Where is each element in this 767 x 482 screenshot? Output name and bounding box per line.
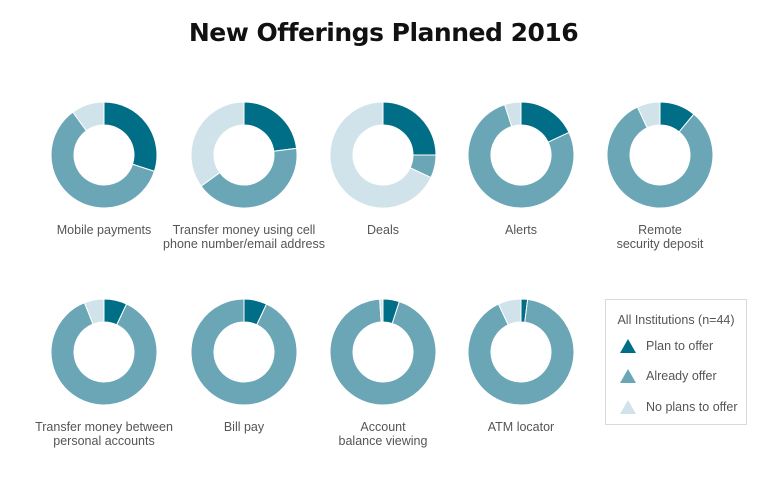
- legend: All Institutions (n=44) Plan to offer Al…: [605, 299, 747, 425]
- slice-no-plans: [72, 101, 105, 132]
- donut-label: Transfer money using cell: [173, 223, 316, 237]
- slice-already-offer: [190, 298, 298, 406]
- slice-no-plans: [329, 101, 432, 209]
- slice-no-plans: [503, 101, 522, 128]
- slice-no-plans: [190, 101, 245, 187]
- donut-label: balance viewing: [339, 434, 428, 448]
- donut-alerts: Alerts: [467, 101, 575, 237]
- chart-title: New Offerings Planned 2016: [188, 18, 579, 47]
- legend-label: Plan to offer: [646, 339, 714, 353]
- donut-label: Mobile payments: [57, 223, 152, 237]
- donut-label: Account: [360, 420, 406, 434]
- donut-label: Bill pay: [224, 420, 265, 434]
- triangle-icon: [620, 339, 636, 353]
- slice-plan-to-offer: [243, 101, 298, 152]
- slice-already-offer: [200, 147, 298, 209]
- slice-already-offer: [50, 111, 156, 209]
- legend-title: All Institutions (n=44): [617, 313, 735, 327]
- slice-already-offer: [606, 106, 714, 209]
- slice-no-plans: [83, 298, 105, 325]
- donut-mobile-payments: Mobile payments: [50, 101, 158, 237]
- slice-plan-to-offer: [382, 101, 437, 156]
- legend-label: Already offer: [646, 369, 717, 383]
- donut-label: Remote: [638, 223, 682, 237]
- donut-atm-locator: ATM locator: [467, 298, 575, 434]
- donut-label: phone number/email address: [163, 237, 325, 251]
- slice-already-offer: [50, 302, 158, 406]
- legend-label: No plans to offer: [646, 400, 738, 414]
- triangle-icon: [620, 369, 636, 383]
- donut-label: Deals: [367, 223, 399, 237]
- donut-label: ATM locator: [488, 420, 554, 434]
- donut-label: security deposit: [617, 237, 704, 251]
- donut-label: personal accounts: [53, 434, 154, 448]
- slice-already-offer: [329, 298, 437, 406]
- slice-no-plans: [636, 101, 661, 129]
- slice-already-offer: [467, 298, 575, 406]
- donut-label: Alerts: [505, 223, 537, 237]
- slice-no-plans: [379, 298, 384, 323]
- donut-bill-pay: Bill pay: [190, 298, 298, 434]
- slice-already-offer: [467, 103, 575, 209]
- triangle-icon: [620, 400, 636, 414]
- donut-label: Transfer money between: [35, 420, 173, 434]
- slice-no-plans: [497, 298, 522, 326]
- donut-deals: Deals: [329, 101, 437, 237]
- slice-plan-to-offer: [103, 101, 158, 173]
